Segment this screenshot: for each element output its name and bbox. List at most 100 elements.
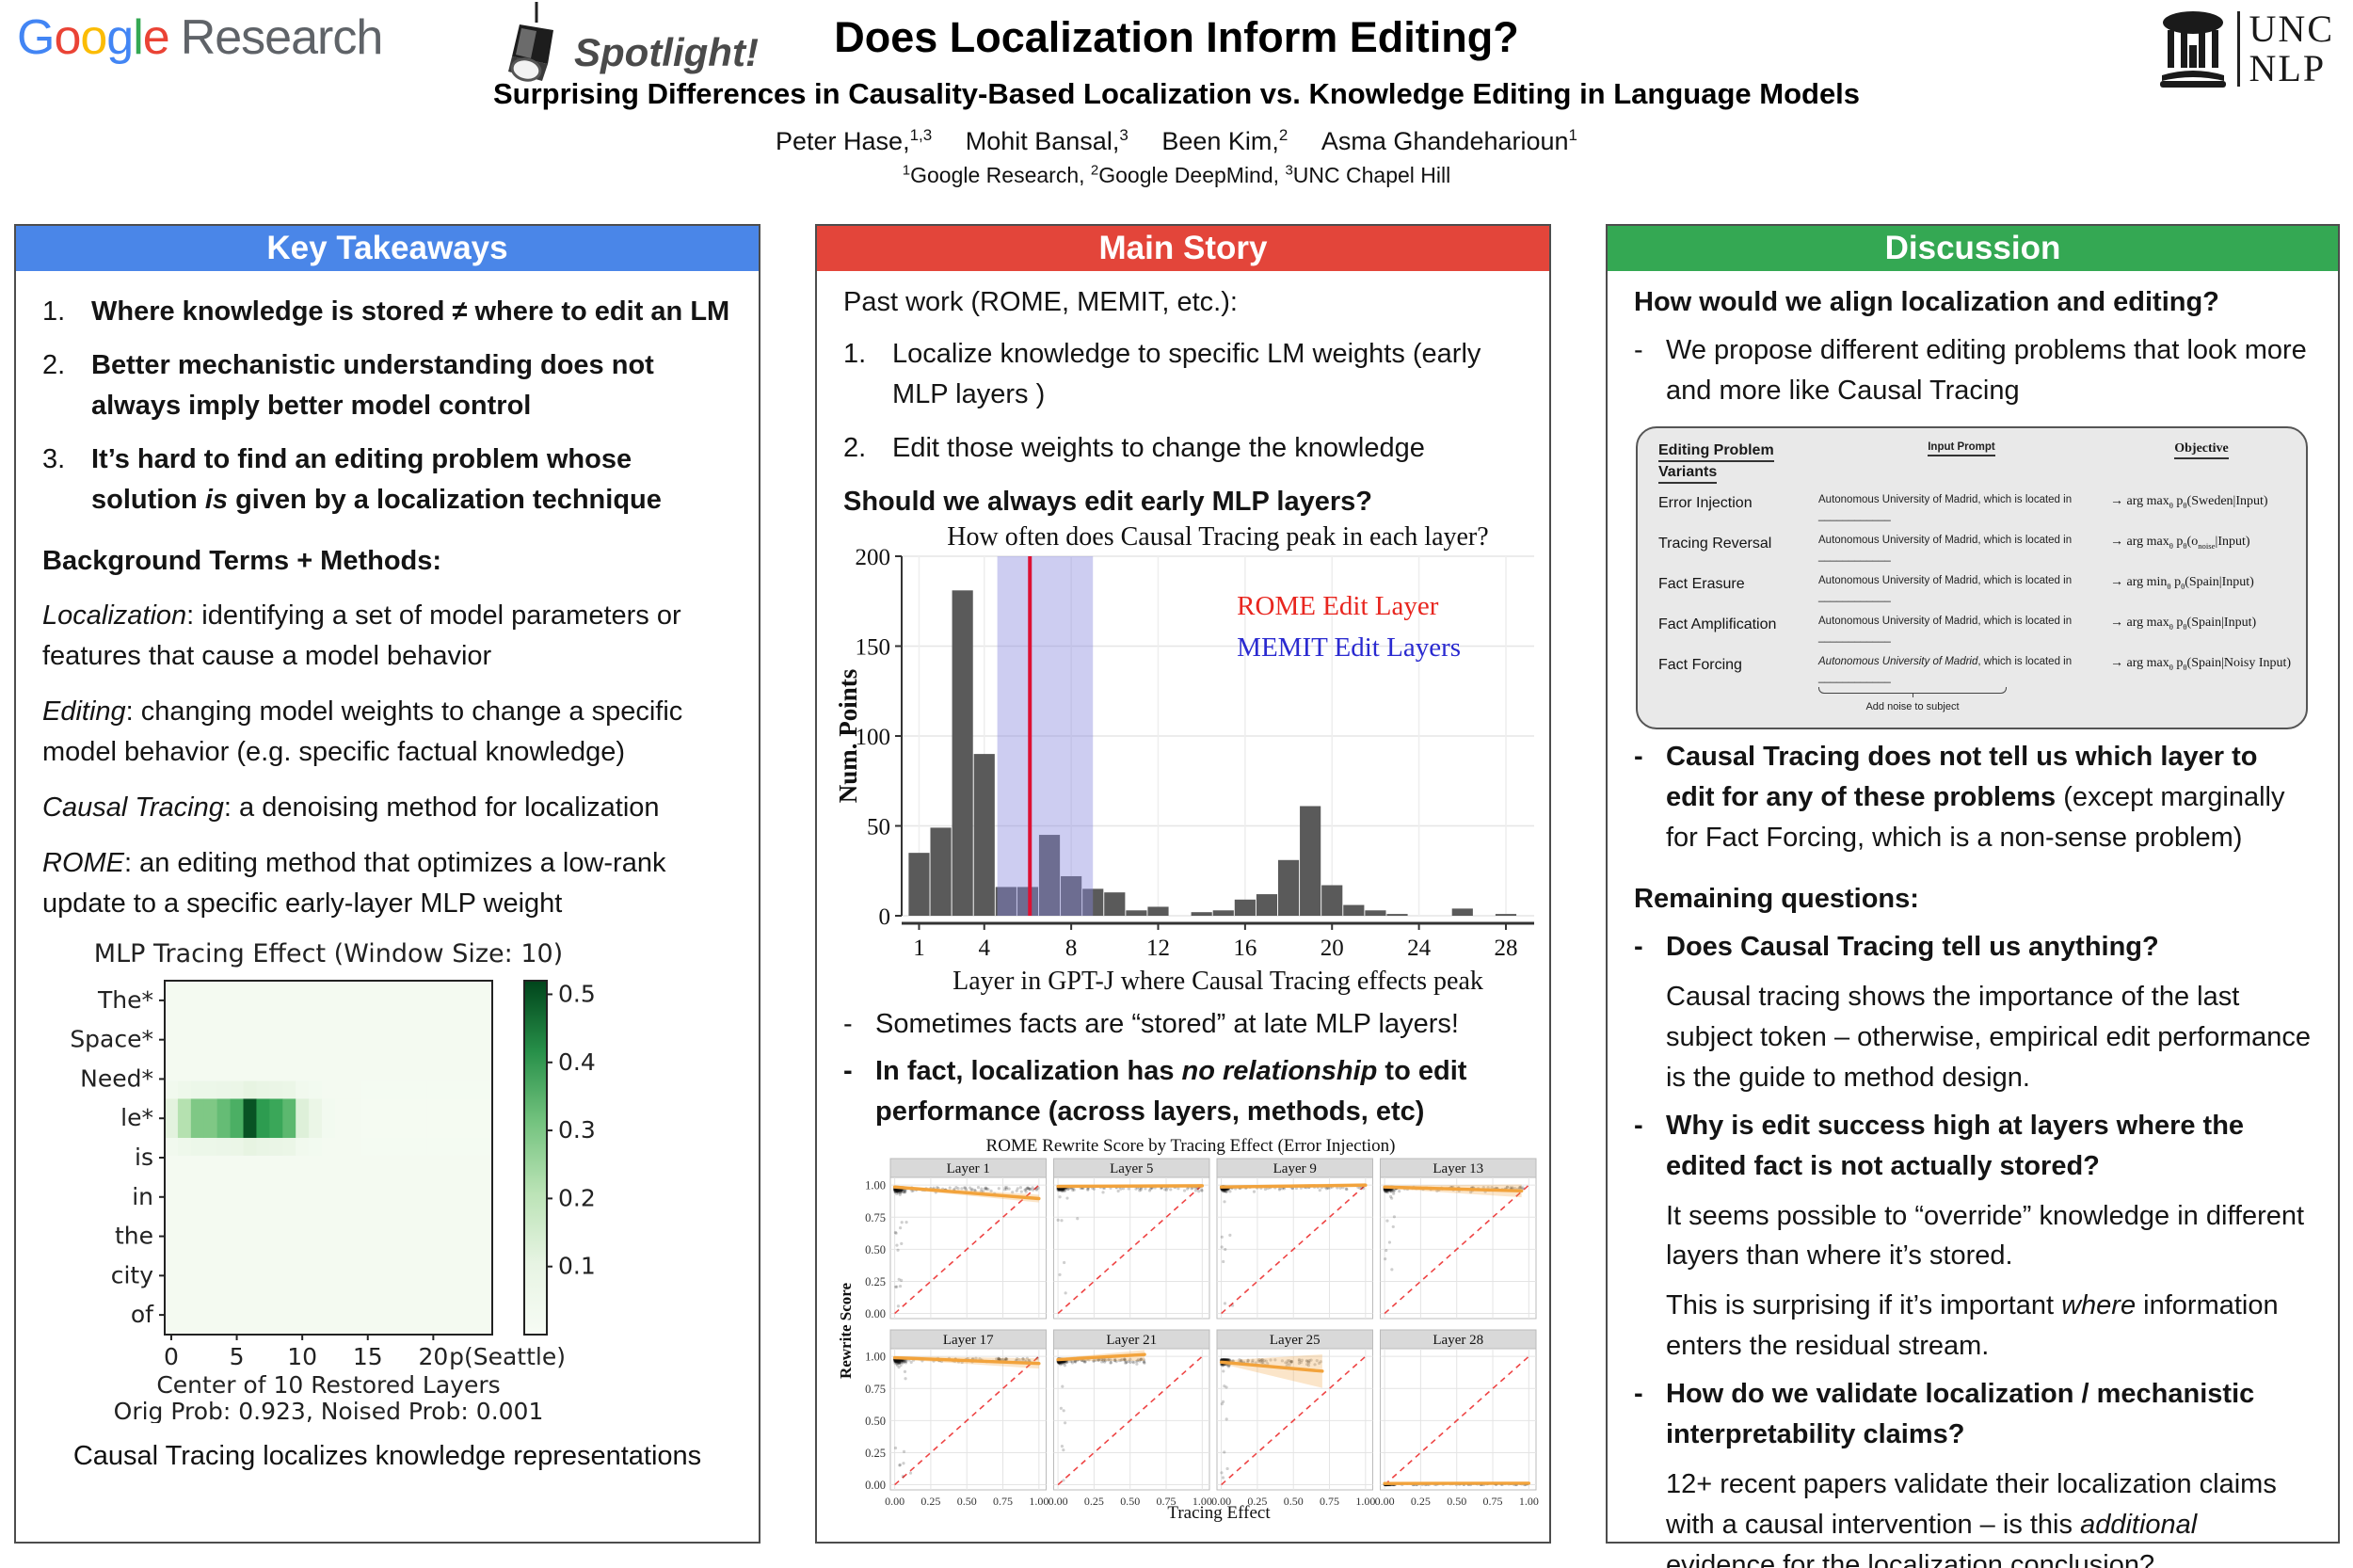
svg-text:100: 100 — [856, 725, 891, 750]
svg-text:0.25: 0.25 — [1084, 1495, 1104, 1508]
svg-text:Layer 17: Layer 17 — [943, 1333, 994, 1348]
google-letter: l — [133, 10, 144, 65]
rewrite-score-scatter-grid: ROME Rewrite Score by Tracing Effect (Er… — [838, 1138, 1539, 1523]
svg-text:1.00: 1.00 — [1029, 1495, 1048, 1508]
svg-text:20: 20 — [418, 1343, 448, 1370]
svg-text:Layer 9: Layer 9 — [1273, 1161, 1317, 1176]
svg-text:16: 16 — [1233, 936, 1257, 961]
google-letter: g — [106, 10, 134, 65]
key-takeaways-body: 1. Where knowledge is stored ≠ where to … — [16, 271, 759, 1477]
main-story-header: Main Story — [817, 226, 1549, 271]
question-answer: This is surprising if it’s important whe… — [1666, 1290, 2279, 1362]
svg-text:5: 5 — [230, 1343, 245, 1370]
scatter-facet-layer-25: Layer 25 0.00 0.25 0.50 0.75 1.00 — [1211, 1329, 1375, 1508]
causal-tracing-peak-histogram: How often does Causal Tracing peak in ea… — [838, 526, 1534, 996]
poster-subtitle: Surprising Differences in Causality-Base… — [492, 77, 1861, 110]
svg-text:15: 15 — [353, 1343, 383, 1370]
past-work-intro: Past work (ROME, MEMIT, etc.): — [843, 287, 1238, 317]
google-letter: e — [142, 10, 170, 65]
causal-tracing-bullet: - Causal Tracing does not tell us which … — [1634, 742, 2285, 854]
svg-text:0.75: 0.75 — [1483, 1495, 1503, 1508]
svg-text:0: 0 — [879, 904, 891, 930]
svg-text:24: 24 — [1407, 936, 1432, 961]
svg-text:1: 1 — [913, 936, 925, 961]
svg-text:ROME Rewrite Score by Tracing: ROME Rewrite Score by Tracing Effect (Er… — [986, 1138, 1396, 1156]
main-bullet: - Sometimes facts are “stored” at late M… — [843, 1008, 1459, 1039]
takeaway-item: 1. Where knowledge is stored ≠ where to … — [42, 296, 730, 327]
takeaway-list: 1. Where knowledge is stored ≠ where to … — [42, 292, 732, 520]
svg-text:28: 28 — [1494, 936, 1517, 961]
scatter-facet-layer-17: Layer 17 0.00 0.25 0.50 0.75 1.00 0.00 0.25 0.50… — [865, 1329, 1048, 1508]
svg-text:Layer 28: Layer 28 — [1433, 1333, 1483, 1348]
past-work-step: 1. Localize knowledge to specific LM wei… — [843, 338, 1481, 409]
term-rome: ROME: an editing method that optimizes a… — [42, 847, 666, 919]
svg-text:0.00: 0.00 — [865, 1479, 886, 1492]
scatter-facet-layer-5: Layer 5 — [1053, 1158, 1210, 1320]
heatmap-caption: Causal Tracing localizes knowledge repre… — [72, 1440, 702, 1471]
svg-text:0.25: 0.25 — [1411, 1495, 1431, 1508]
author: Been Kim,2 — [1161, 126, 1289, 155]
svg-text:0.1: 0.1 — [558, 1252, 596, 1279]
scatter-facet-layer-9: Layer 9 — [1216, 1158, 1373, 1320]
google-letter: o — [80, 10, 107, 65]
key-takeaways-header: Key Takeaways — [16, 226, 759, 271]
scatter-facet-layer-1: Layer 1 0.00 0.25 0.50 0.75 1.00 — [865, 1158, 1047, 1320]
question-item: - Does Causal Tracing tell us anything? — [1634, 932, 2159, 963]
discussion-body: How would we align localization and edit… — [1608, 271, 2338, 1568]
author: Mohit Bansal,3 — [965, 126, 1128, 155]
svg-text:Layer 5: Layer 5 — [1110, 1161, 1153, 1176]
svg-text:0.2: 0.2 — [558, 1184, 596, 1211]
svg-text:0.75: 0.75 — [993, 1495, 1013, 1508]
discussion-header: Discussion — [1608, 226, 2338, 271]
question-answer: 12+ recent papers validate their localiz… — [1666, 1468, 2277, 1568]
svg-text:4: 4 — [979, 936, 991, 961]
svg-text:0.75: 0.75 — [865, 1383, 886, 1396]
main-bullet: - In fact, localization has no relations… — [843, 1056, 1467, 1128]
scatter-facet-layer-28: Layer 28 0.00 0.25 0.50 0.75 1.00 — [1375, 1329, 1539, 1508]
svg-text:Layer 25: Layer 25 — [1270, 1333, 1321, 1348]
add-noise-brace: Add noise to subject — [1818, 687, 2007, 714]
panel-discussion: Discussion How would we align localizati… — [1606, 224, 2340, 1568]
term-editing: Editing: changing model weights to chang… — [42, 696, 683, 768]
svg-text:200: 200 — [856, 545, 891, 570]
svg-text:0.00: 0.00 — [1048, 1495, 1068, 1508]
svg-text:Center of 10 Restored Layers: Center of 10 Restored Layers — [156, 1371, 500, 1399]
histogram-bars — [908, 589, 1517, 916]
table-row: Fact Amplification Autonomous University… — [1658, 616, 2257, 644]
poster-header: Google Research Spotlight! Does Localizat… — [0, 0, 2353, 224]
google-letter: G — [17, 10, 55, 65]
svg-text:0.25: 0.25 — [865, 1275, 886, 1288]
main-question: Should we always edit early MLP layers? — [843, 486, 1372, 517]
svg-text:0: 0 — [164, 1343, 179, 1370]
table-row: Fact Erasure Autonomous University of Ma… — [1658, 575, 2254, 603]
takeaway-item: 2. Better mechanistic understanding does… — [42, 349, 654, 421]
svg-text:0.75: 0.75 — [1157, 1495, 1176, 1508]
heatmap-cells — [165, 1080, 493, 1156]
unc-logo-text: UNC NLP — [2249, 8, 2334, 89]
svg-text:in: in — [132, 1183, 153, 1210]
affiliation: 3UNC Chapel Hill — [1285, 162, 1451, 187]
svg-text:The*: The* — [97, 986, 153, 1014]
discussion-q1: How would we align localization and edit… — [1634, 287, 2219, 317]
table-row: Tracing Reversal Autonomous University o… — [1658, 535, 2250, 563]
svg-text:Layer 21: Layer 21 — [1106, 1333, 1157, 1348]
table-row: Error Injection Autonomous University of… — [1658, 494, 2268, 522]
question-item: - How do we validate localization / mech… — [1634, 1379, 2255, 1450]
svg-text:Need*: Need* — [80, 1064, 153, 1092]
svg-text:0.00: 0.00 — [885, 1495, 904, 1508]
svg-text:0.75: 0.75 — [1320, 1495, 1339, 1508]
svg-text:1.00: 1.00 — [1519, 1495, 1539, 1508]
svg-text:0.5: 0.5 — [558, 980, 596, 1007]
svg-text:0.50: 0.50 — [1284, 1495, 1304, 1508]
svg-text:Num. Points: Num. Points — [838, 668, 862, 803]
svg-text:1.00: 1.00 — [1193, 1495, 1212, 1508]
unc-logo-divider — [2236, 11, 2240, 87]
svg-text:Space*: Space* — [70, 1025, 153, 1052]
svg-text:0.3: 0.3 — [558, 1116, 596, 1144]
svg-text:0.50: 0.50 — [865, 1243, 886, 1256]
poster-title: Does Localization Inform Editing? — [834, 13, 1519, 61]
svg-text:city: city — [111, 1261, 153, 1288]
svg-text:le*: le* — [120, 1104, 153, 1131]
svg-text:0.00: 0.00 — [1211, 1495, 1231, 1508]
